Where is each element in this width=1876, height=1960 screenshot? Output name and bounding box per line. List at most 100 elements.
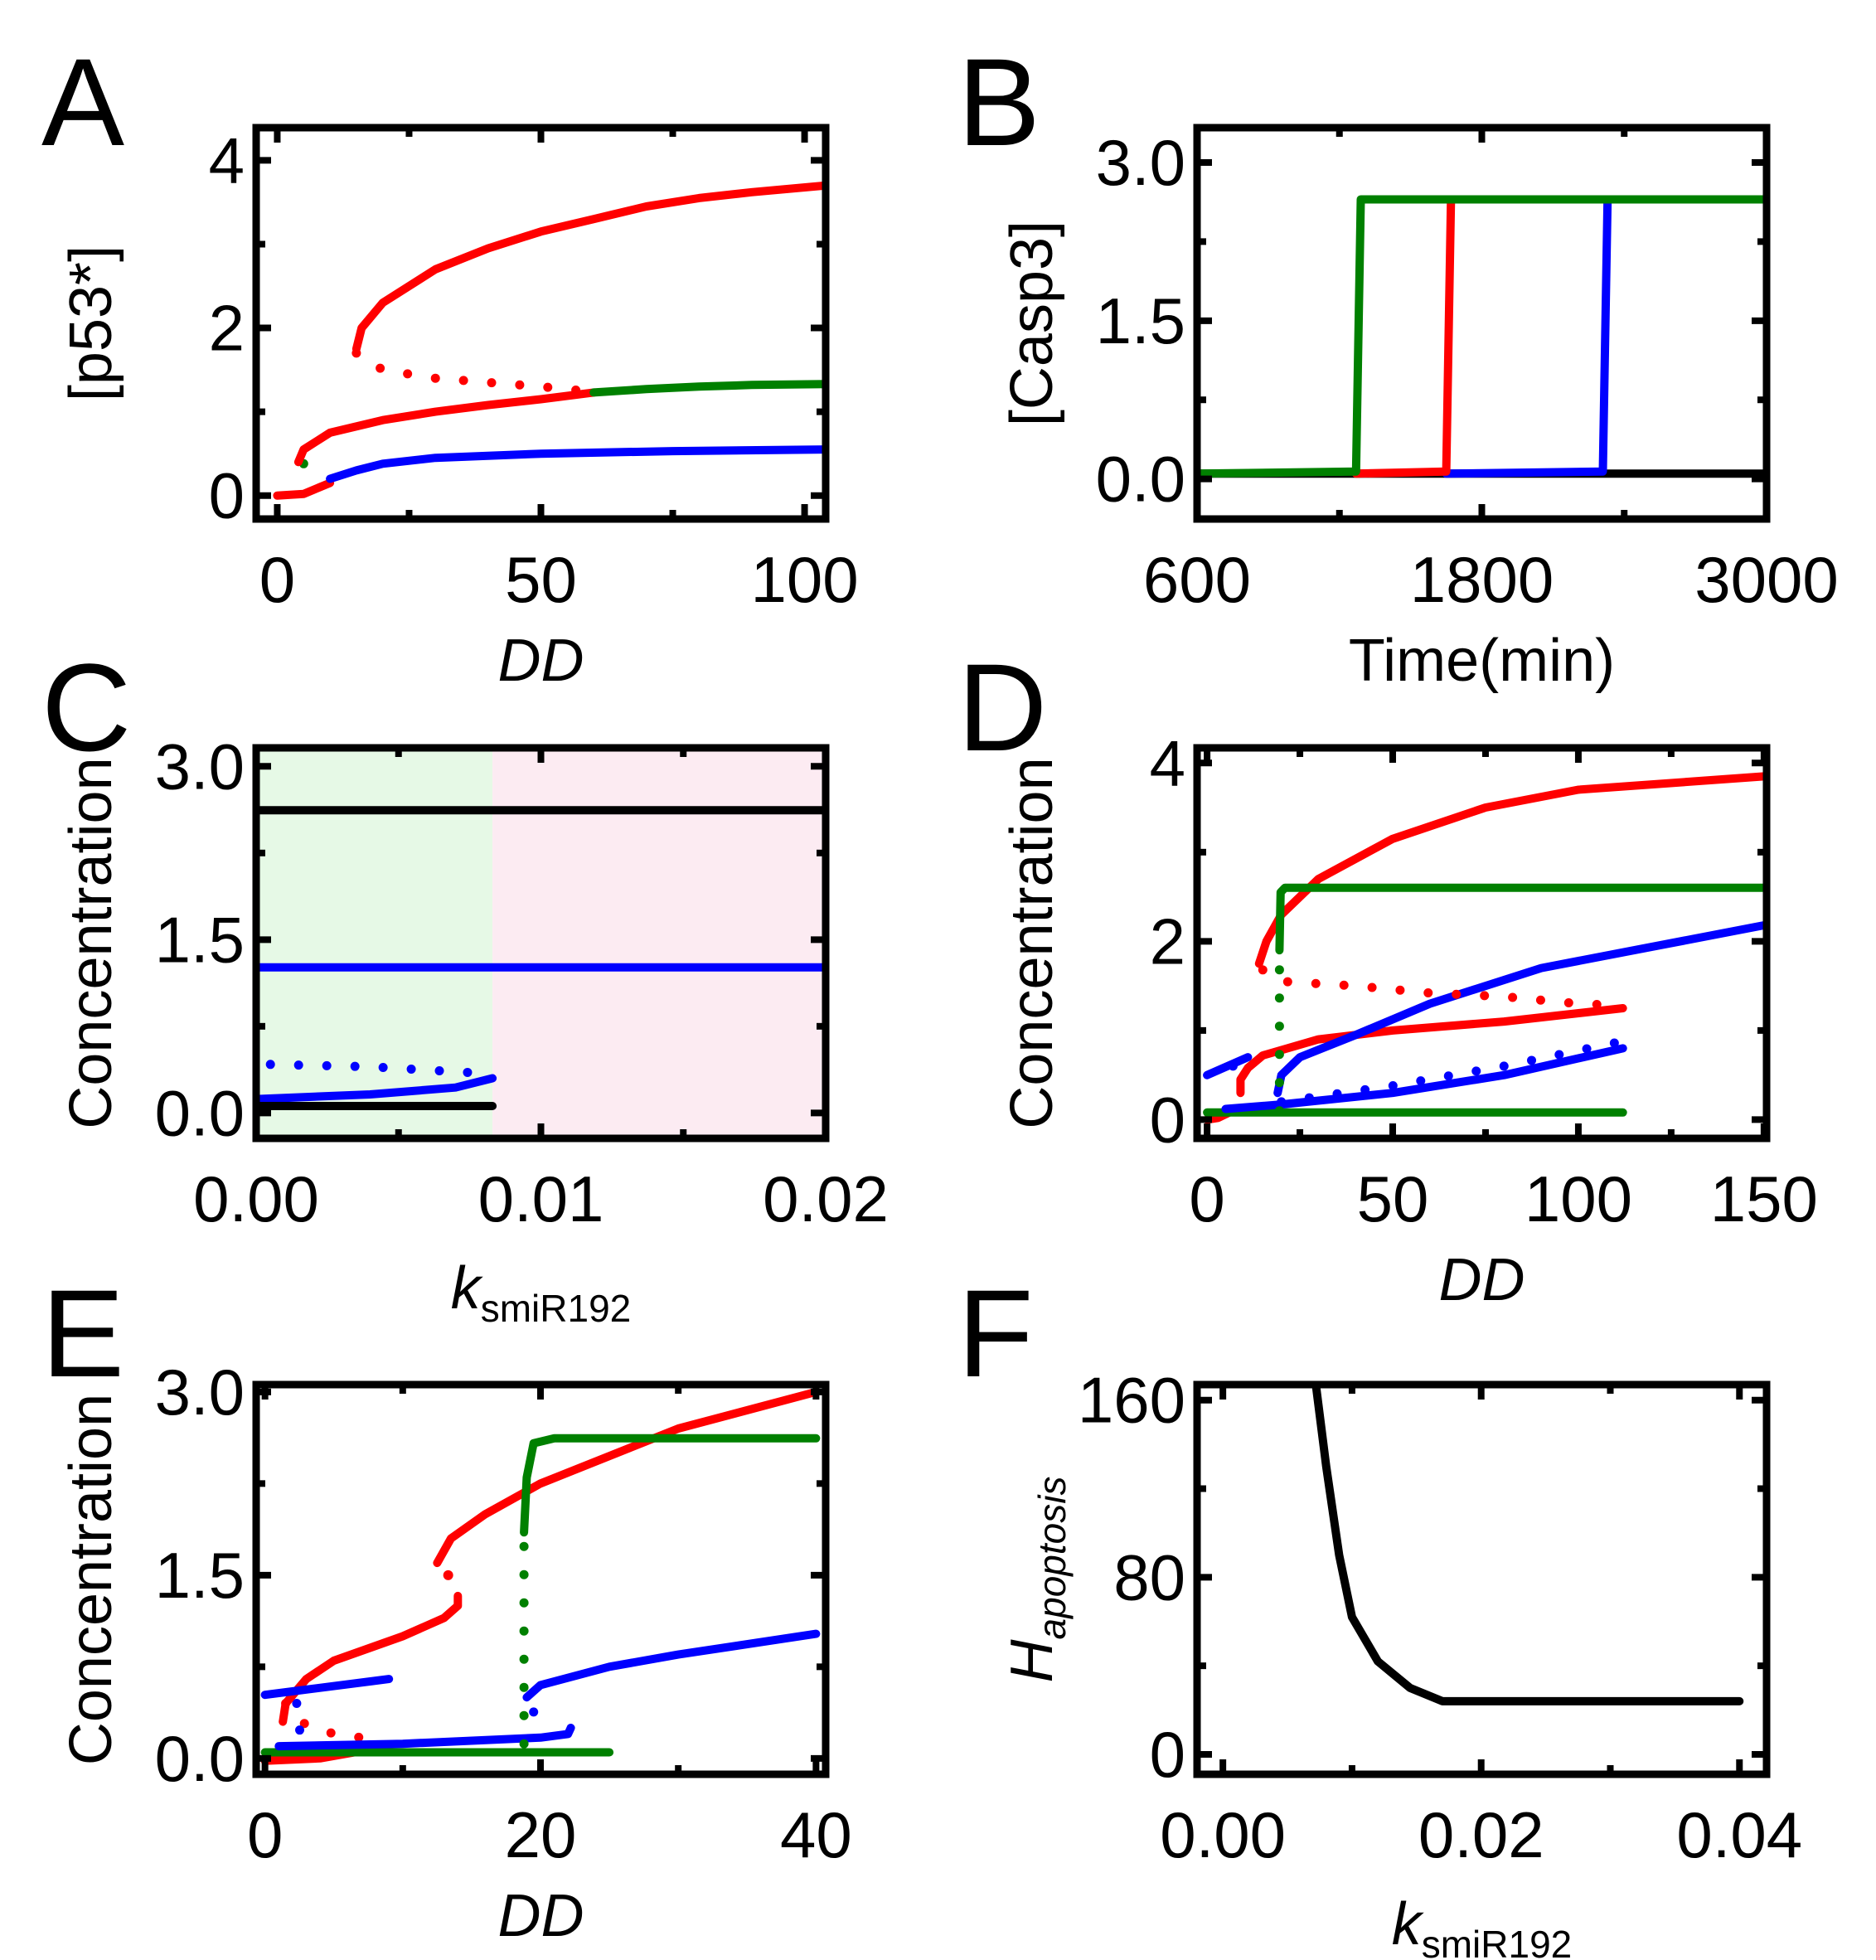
series-line [326, 445, 826, 483]
y-axis-label: Concentration [999, 757, 1065, 1128]
y-tick-label: 2 [1150, 905, 1185, 978]
panel-letter: C [41, 638, 131, 777]
series-dotted-line [292, 1699, 318, 1745]
y-tick-label: 2 [209, 292, 245, 365]
x-axis-label-subscript: smiR192 [481, 1287, 632, 1330]
series-line [1197, 195, 1767, 478]
x-axis-label: DD [1439, 1247, 1525, 1313]
series-line [520, 1434, 821, 1537]
x-tick-label: 0.00 [193, 1162, 319, 1235]
x-axis-label-main: DD [1439, 1247, 1525, 1313]
y-axis-label: Concentration [58, 757, 124, 1128]
series-dotted-line [265, 1060, 475, 1078]
y-tick-label: 0.0 [155, 1722, 245, 1795]
series-line [256, 1074, 497, 1104]
y-tick-label: 80 [1113, 1540, 1185, 1613]
y-tick-label: 160 [1078, 1364, 1185, 1437]
series-line [1236, 1004, 1627, 1098]
y-axis-label-subscript: apoptosis [1030, 1477, 1074, 1640]
series-line [1311, 1385, 1744, 1705]
x-axis-label-main: DD [498, 1883, 584, 1949]
x-axis-label-subscript: smiR192 [1422, 1923, 1573, 1960]
series-group [256, 806, 826, 1110]
y-tick-label: 0 [1150, 1083, 1185, 1156]
series-group [1203, 772, 1767, 1124]
y-axis-label-main: [Casp3] [999, 221, 1065, 426]
y-tick-label: 1.5 [155, 903, 245, 976]
x-tick-label: 3000 [1694, 543, 1839, 616]
x-tick-label: 50 [505, 543, 577, 616]
panel-letter: E [41, 1264, 124, 1403]
series-line [279, 1591, 463, 1726]
series-dotted-line [298, 458, 330, 483]
series-group [260, 1387, 821, 1765]
panel-C: C 0.00 0.01 0.02 0.0 1.5 3.0 ksmiR192 Concentrat… [41, 638, 889, 1330]
y-axis-label: [Casp3] [999, 221, 1065, 426]
x-axis-label: DD [498, 1883, 584, 1949]
x-axis-label: ksmiR192 [451, 1255, 632, 1330]
series-line [1254, 772, 1767, 968]
y-axis-label: Hapoptosis [999, 1477, 1074, 1683]
panel-letter: F [957, 1264, 1034, 1403]
y-axis-label-main: Concentration [58, 1394, 124, 1765]
series-line [589, 380, 826, 397]
y-axis-label: Concentration [58, 1394, 124, 1765]
x-tick-label: 0 [259, 543, 295, 616]
y-tick-label: 4 [1150, 726, 1185, 799]
y-tick-label: 4 [209, 124, 245, 196]
series-group [1311, 1385, 1744, 1705]
series-line [522, 1629, 821, 1702]
panel-F: F 0.00 0.02 0.04 0 80 160 ksmiR192 Hapoptosis [957, 1264, 1802, 1960]
y-tick-label: 0 [1150, 1718, 1185, 1791]
y-tick-label: 1.5 [1096, 284, 1185, 357]
x-axis-label-main: k [451, 1255, 484, 1322]
series-line [1275, 883, 1767, 955]
plot-frame [1193, 124, 1771, 523]
x-axis-label: ksmiR192 [1392, 1891, 1573, 1960]
x-tick-label: 0 [1189, 1162, 1224, 1235]
x-tick-label: 0.00 [1160, 1798, 1286, 1871]
x-tick-label: 150 [1710, 1162, 1818, 1235]
x-tick-label: 0.04 [1676, 1798, 1802, 1871]
x-axis-label-main: k [1392, 1891, 1425, 1958]
series-line [351, 181, 826, 353]
series-dotted-line [529, 1707, 564, 1727]
series-line [260, 1675, 394, 1700]
y-tick-label: 0.0 [155, 1076, 245, 1149]
y-tick-label: 3.0 [155, 730, 245, 803]
y-axis-label-main: Concentration [58, 757, 124, 1128]
x-tick-label: 100 [750, 543, 858, 616]
panel-E: E 0 20 40 0.0 1.5 3.0 DD Concentration [41, 1264, 852, 1949]
x-tick-label: 20 [505, 1798, 577, 1871]
panel-A: A 0 50 100 0 2 4 DD [p53*] [41, 32, 859, 694]
y-axis-label-main: [p53*] [58, 245, 124, 401]
x-tick-label: 0.01 [478, 1162, 604, 1235]
plot-frame [252, 124, 830, 523]
y-tick-label: 0.0 [1096, 443, 1185, 516]
series-group [273, 181, 826, 500]
x-axis-label: DD [498, 628, 584, 694]
y-tick-label: 1.5 [155, 1539, 245, 1612]
x-tick-label: 0.02 [1418, 1798, 1544, 1871]
x-axis-label: Time(min) [1349, 628, 1615, 694]
series-group [1197, 195, 1767, 478]
panel-D: D 0 50 100 150 0 2 4 DD Concentration [957, 638, 1818, 1313]
panel-letter: D [957, 638, 1047, 777]
y-axis-label: [p53*] [58, 245, 124, 401]
series-line [273, 478, 335, 500]
series-line [293, 388, 599, 467]
series-line [433, 1387, 821, 1568]
plot-frame [1193, 1380, 1771, 1778]
x-tick-label: 1800 [1410, 543, 1554, 616]
series-line [1442, 195, 1612, 478]
panel-letter: A [41, 32, 124, 172]
series-line [1351, 195, 1456, 478]
x-axis-label-main: DD [498, 628, 584, 694]
y-tick-label: 0 [209, 459, 245, 532]
x-axis-label-main: Time(min) [1349, 628, 1615, 694]
panel-letter: B [957, 32, 1040, 172]
x-tick-label: 40 [780, 1798, 852, 1871]
series-line [1273, 921, 1767, 1098]
y-axis-label-main: Concentration [999, 757, 1065, 1128]
